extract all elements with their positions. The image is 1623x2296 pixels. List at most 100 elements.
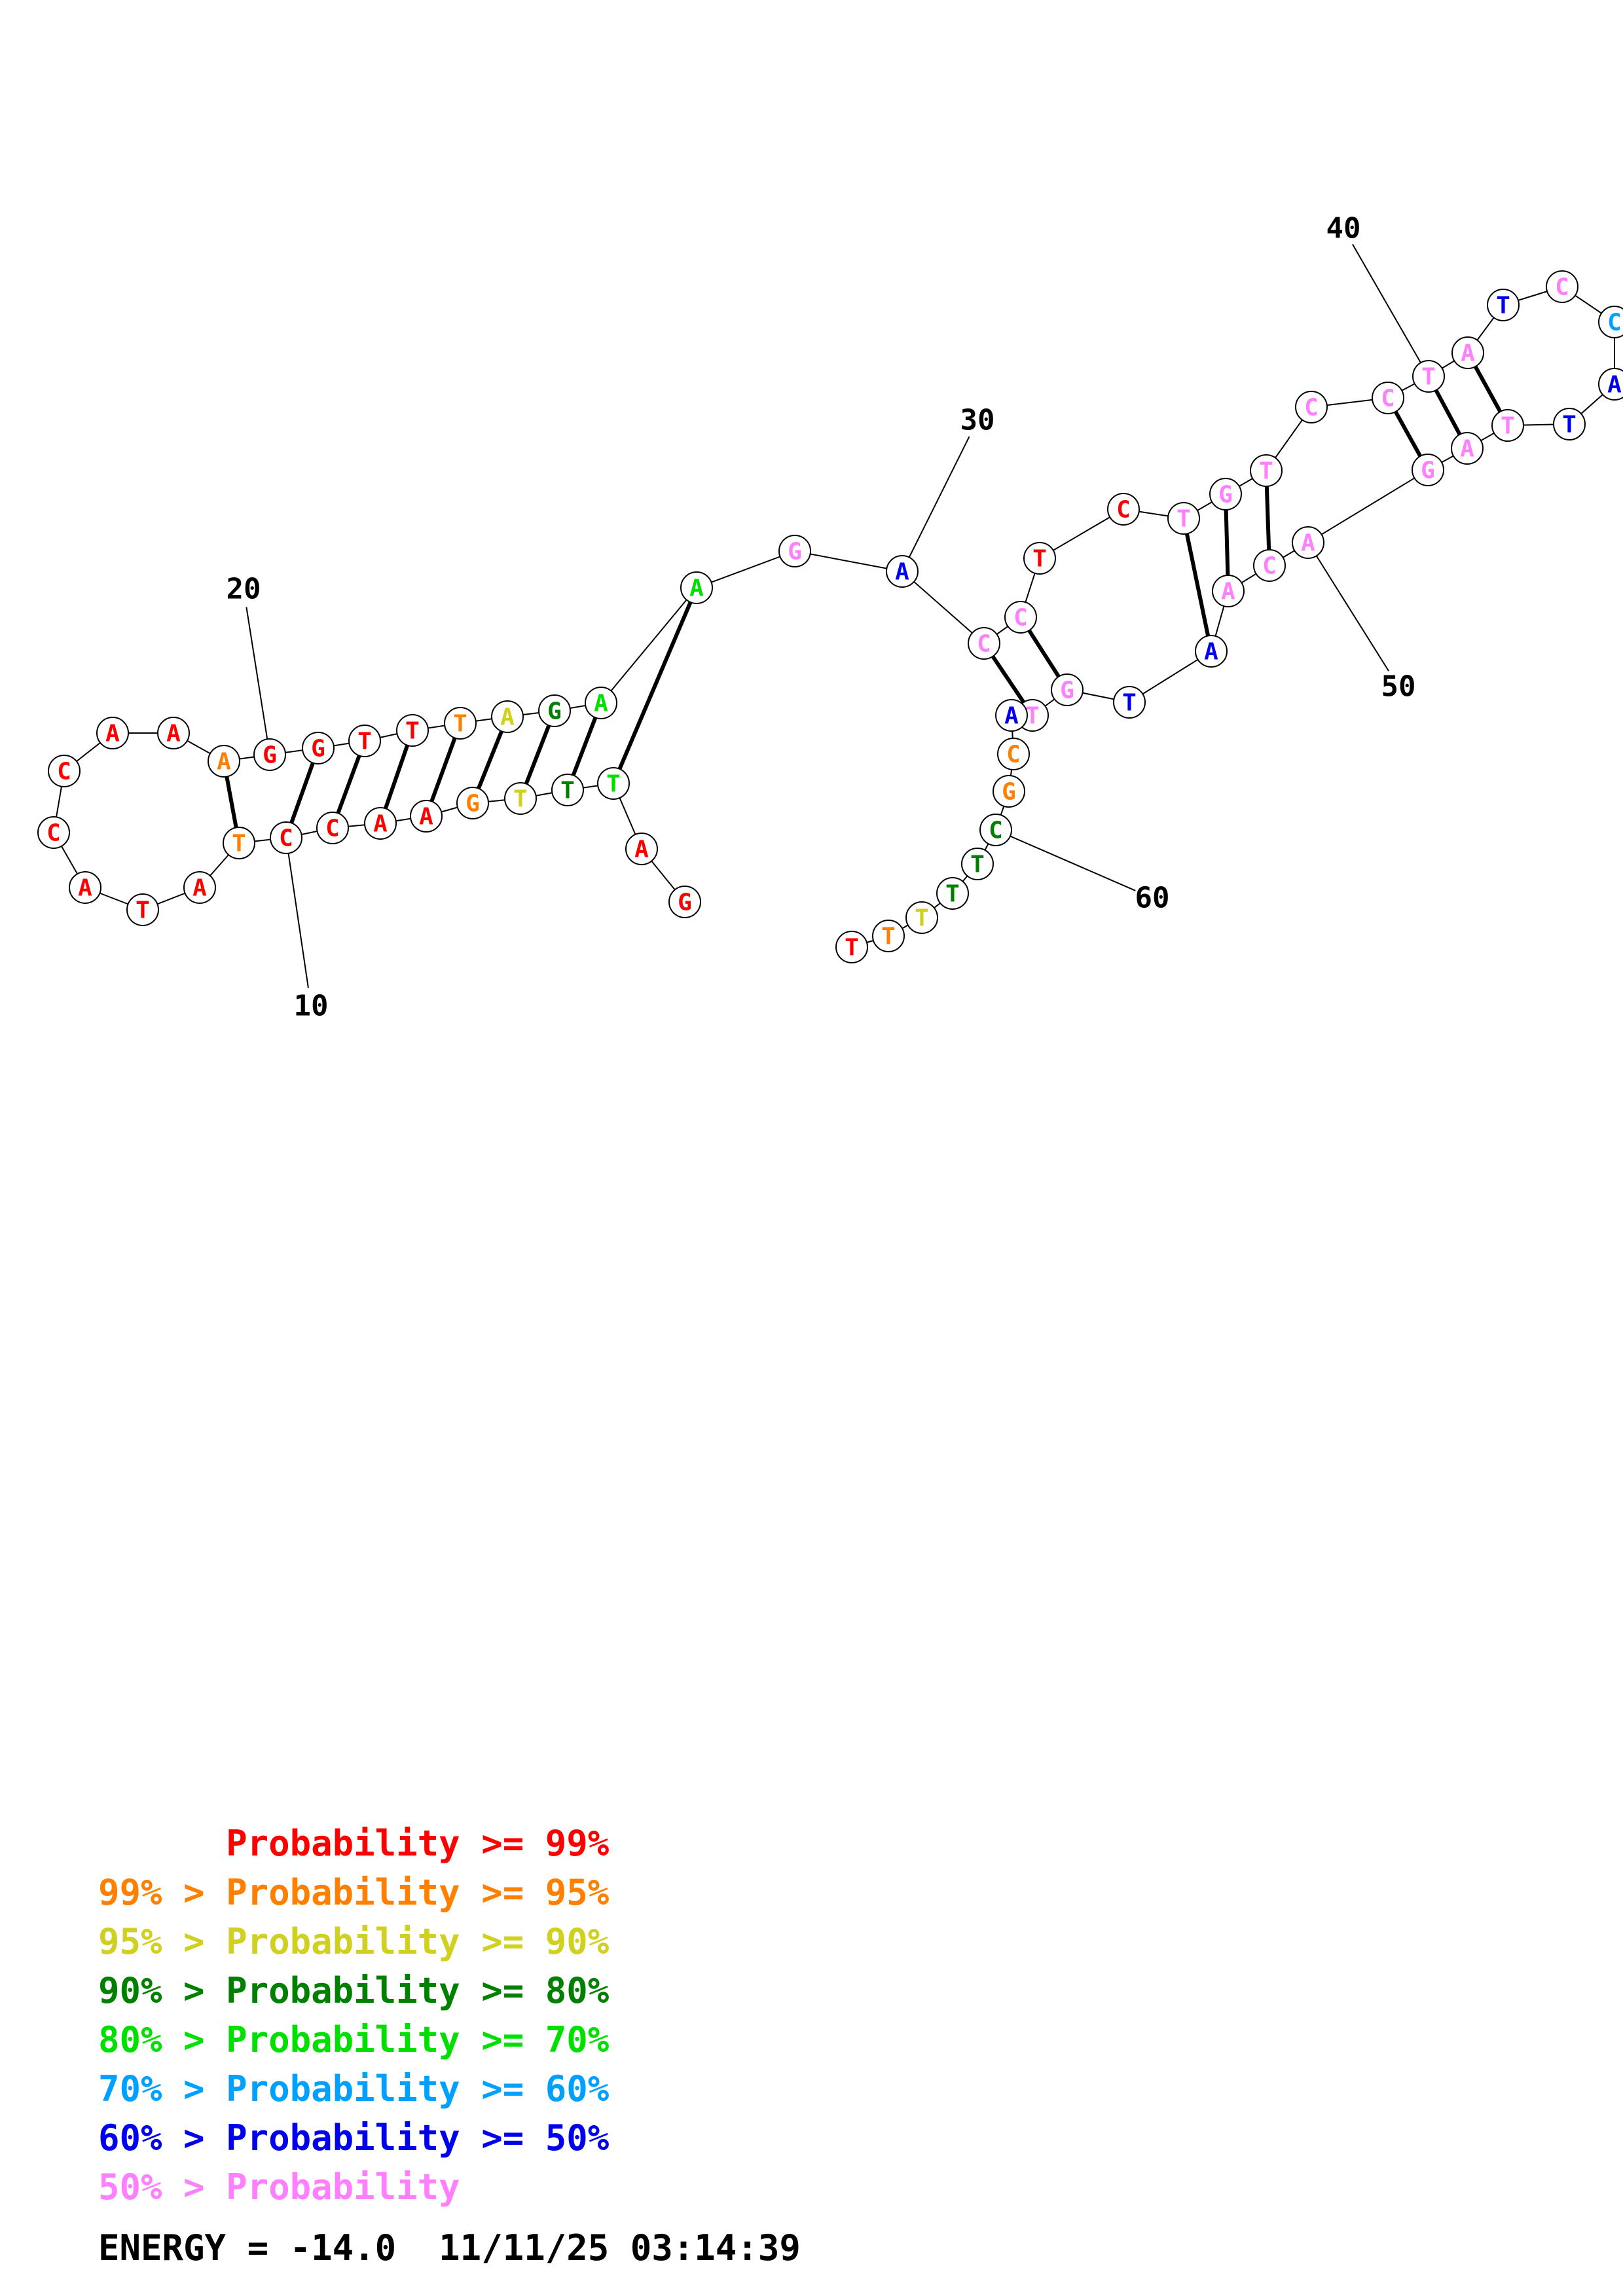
nucleotide-letter: T xyxy=(606,771,621,798)
base-pair-bond xyxy=(424,722,462,817)
nucleotide-letter: C xyxy=(989,817,1003,844)
nucleotide: T xyxy=(396,714,429,747)
nucleotide: T xyxy=(504,782,537,815)
nucleotide-circle xyxy=(1487,289,1520,321)
nucleotide-letter: T xyxy=(560,778,575,804)
nucleotide-letter: T xyxy=(1176,506,1191,533)
nucleotide-circle xyxy=(1253,549,1286,582)
nucleotide-letter: A xyxy=(419,804,433,831)
nucleotide-letter: T xyxy=(1496,293,1510,319)
nucleotide-letter: A xyxy=(1607,372,1622,399)
nucleotide: T xyxy=(223,827,255,859)
nucleotide-circle xyxy=(183,871,216,904)
nucleotide-letter: A xyxy=(1301,530,1315,557)
nucleotide-circle xyxy=(1412,454,1444,486)
nucleotide-letter: T xyxy=(970,852,985,878)
nucleotide-circle xyxy=(1195,635,1228,668)
nucleotide: G xyxy=(1412,454,1444,486)
nucleotide: A xyxy=(1195,635,1228,668)
position-tick xyxy=(902,436,970,572)
nucleotide-letter: C xyxy=(46,820,61,847)
nucleotide-circle xyxy=(886,555,919,588)
nucleotide: T xyxy=(905,901,938,934)
legend-entry-p95: 99% > Probability >= 95% xyxy=(98,1872,610,1913)
position-tick xyxy=(1352,243,1429,377)
nucleotide-letter: G xyxy=(263,742,277,769)
nucleotide: C xyxy=(1253,549,1286,582)
nucleotide-letter: A xyxy=(500,704,515,731)
nucleotide-letter: C xyxy=(1116,497,1131,524)
backbone-segment xyxy=(600,587,697,704)
nucleotide: T xyxy=(126,893,159,926)
nucleotide-circle xyxy=(1250,454,1283,487)
nucleotide: G xyxy=(253,738,286,771)
nucleotide-circle xyxy=(396,714,429,747)
nucleotide: G xyxy=(778,535,811,567)
legend-entry-p80: 90% > Probability >= 80% xyxy=(98,1970,610,2011)
nucleotide-letter: A xyxy=(166,721,181,747)
nucleotide-circle xyxy=(1051,673,1084,706)
nucleotide-letter: C xyxy=(1013,605,1028,632)
nucleotide-circle xyxy=(410,800,443,833)
nucleotide: C xyxy=(1598,306,1623,338)
nucleotide: A xyxy=(585,687,617,719)
nucleotide-circle xyxy=(1598,368,1623,401)
nucleotide-circle xyxy=(995,699,1028,732)
nucleotide-circle xyxy=(316,812,349,844)
nucleotide-circle xyxy=(253,738,286,771)
position-labels: 10 20 30 40 50 60 xyxy=(227,212,1429,1023)
nucleotide: T xyxy=(1553,408,1586,440)
nucleotide-circle xyxy=(680,571,713,604)
nucleotide-circle xyxy=(1107,493,1140,526)
nucleotide-circle xyxy=(585,687,617,719)
nucleotide: A xyxy=(1598,368,1623,401)
nucleotide-letter: G xyxy=(311,736,325,762)
position-label: 20 xyxy=(227,573,261,606)
position-label: 30 xyxy=(960,404,995,437)
nucleotide: A xyxy=(886,555,919,588)
nucleotide-letter: T xyxy=(136,897,150,924)
nucleotide: T xyxy=(936,877,969,910)
nucleotide-circle xyxy=(223,827,255,859)
nucleotide: A xyxy=(1451,432,1484,465)
nucleotide: A xyxy=(491,700,524,733)
nucleotide-circle xyxy=(208,745,240,778)
base-pair-bond xyxy=(611,586,699,785)
nucleotide-letter: A xyxy=(1221,579,1235,605)
nucleotide-letter: T xyxy=(1122,690,1137,717)
nucleotide-letter: T xyxy=(915,905,929,932)
nucleotide-circle xyxy=(961,848,994,880)
nucleotide: A xyxy=(69,871,101,904)
position-tick xyxy=(246,607,270,755)
backbone-segment xyxy=(1307,469,1429,543)
nucleotide-letter: C xyxy=(1262,553,1277,580)
nucleotide: T xyxy=(444,707,477,740)
nucleotide-circle xyxy=(835,931,868,963)
nucleotide-circle xyxy=(456,787,489,819)
nucleotide-letter: T xyxy=(1562,412,1577,439)
nucleotide-letter: T xyxy=(1421,364,1436,391)
nucleotide-circle xyxy=(126,893,159,926)
legend-entry-p99: Probability >= 99% xyxy=(98,1823,610,1864)
nucleotide-letter: T xyxy=(881,924,896,950)
nucleotide-circle xyxy=(936,877,969,910)
nucleotide-letter: C xyxy=(1555,274,1569,301)
nucleotide-circle xyxy=(1004,601,1037,634)
nucleotide-letter: A xyxy=(1204,639,1218,666)
nucleotide-circle xyxy=(625,833,658,865)
nucleotide-circle xyxy=(157,717,190,749)
nucleotide: T xyxy=(835,931,868,963)
backbone-segment xyxy=(902,571,985,644)
nucleotide-letter: C xyxy=(977,631,991,658)
nucleotide-circle xyxy=(96,717,129,749)
nucleotide: C xyxy=(316,812,349,844)
nucleotide-letter: T xyxy=(453,711,467,738)
nucleotide-circle xyxy=(444,707,477,740)
nucleotide-circle xyxy=(1295,391,1328,423)
nucleotide: T xyxy=(1250,454,1283,487)
nucleotide-circle xyxy=(668,886,701,918)
nucleotide-letter: T xyxy=(513,786,528,813)
legend-entry-p90: 95% > Probability >= 90% xyxy=(98,1921,610,1962)
nucleotide-circle xyxy=(551,774,584,806)
nucleotide: A xyxy=(410,800,443,833)
